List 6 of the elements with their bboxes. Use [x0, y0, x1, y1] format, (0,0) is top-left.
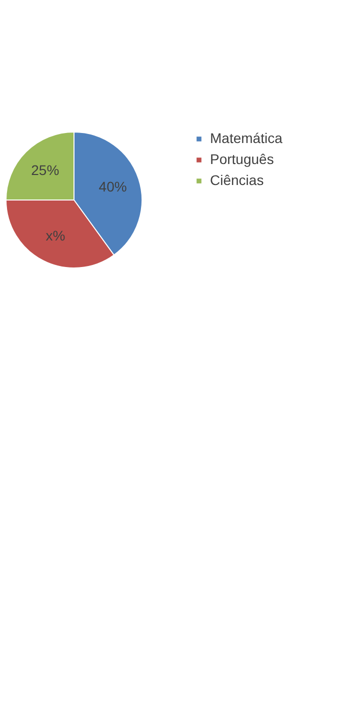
legend-label: Matemática [210, 130, 283, 146]
legend-label: Ciências [210, 172, 264, 188]
data-label: 25% [31, 162, 60, 178]
data-label: 40% [98, 178, 127, 194]
legend-label: Português [210, 151, 274, 167]
data-label: x% [46, 227, 66, 244]
